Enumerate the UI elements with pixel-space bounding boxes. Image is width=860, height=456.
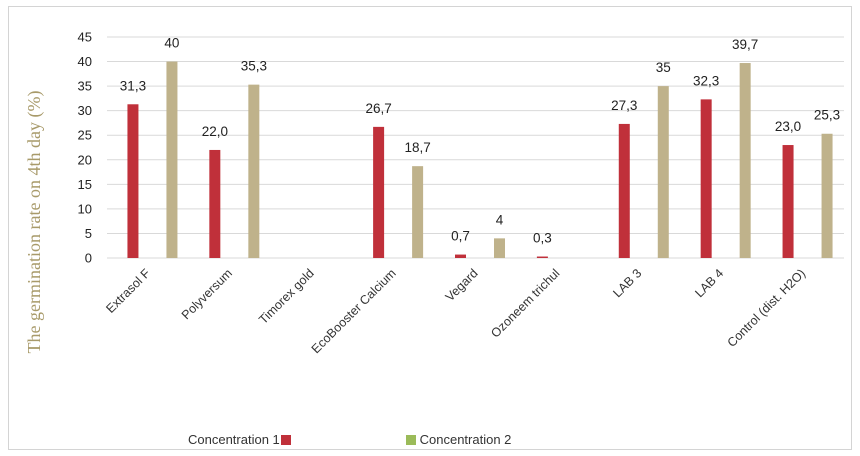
legend-swatch-concentration-1	[280, 435, 291, 445]
legend-item-concentration-1: Concentration 1	[188, 432, 291, 447]
bar-1	[455, 254, 466, 258]
x-tick-label: Control (dist. H2O)	[725, 266, 809, 350]
y-tick-label: 15	[78, 177, 92, 192]
y-axis-ticks: 0 5 10 15 20 25 30 35 40 45	[78, 30, 92, 266]
data-label: 25,3	[814, 108, 840, 123]
data-label: 0,7	[451, 229, 470, 244]
bar-1	[209, 149, 221, 258]
y-tick-label: 25	[78, 128, 92, 143]
data-label: 40	[164, 36, 179, 51]
bar-1	[536, 256, 548, 258]
legend-swatch-concentration-2	[406, 435, 416, 445]
x-tick-label: Extrasol F	[103, 266, 153, 316]
data-label: 23,0	[775, 119, 801, 134]
data-label: 35,3	[241, 59, 267, 74]
x-tick-label: Polyversum	[179, 266, 235, 322]
bar-2	[166, 61, 178, 258]
data-label: 26,7	[365, 101, 391, 116]
y-tick-label: 35	[78, 79, 92, 94]
bar-1	[373, 126, 385, 258]
data-label: 27,3	[611, 98, 637, 113]
data-label: 35	[656, 60, 671, 75]
data-labels: 31,3 22,0 26,7 0,7 0,3 27,3 32,3 23,0 40 35,3 18,7…	[120, 36, 840, 246]
data-label: 0,3	[533, 231, 552, 246]
bar-1	[700, 99, 712, 258]
x-tick-label: Timorex gold	[256, 266, 317, 327]
data-label: 32,3	[693, 73, 719, 88]
y-tick-label: 0	[85, 251, 92, 266]
x-axis-categories: Extrasol F Polyversum Timorex goldEcoBoost…	[103, 266, 808, 356]
legend-item-concentration-2: Concentration 2	[405, 432, 511, 447]
bar-2	[494, 238, 505, 258]
x-tick-label: Vegard	[443, 266, 481, 304]
bars	[127, 61, 833, 259]
legend-label-concentration-1: Concentration 1	[188, 432, 280, 447]
bar-2	[248, 84, 260, 258]
bar-1	[782, 145, 794, 258]
data-label: 39,7	[732, 37, 758, 52]
x-tick-label: LAB 4	[692, 266, 726, 300]
y-tick-label: 45	[78, 30, 92, 45]
y-tick-label: 10	[78, 201, 92, 216]
chart-frame: 0 5 10 15 20 25 30 35 40 45 31,3 22,0 26,7 0,7 0,3 27,…	[8, 6, 852, 450]
data-label: 18,7	[404, 140, 430, 155]
y-tick-label: 5	[85, 226, 92, 241]
x-tick-label: EcoBooster Calcium	[309, 266, 399, 356]
y-tick-label: 30	[78, 103, 92, 118]
data-label: 4	[496, 212, 504, 227]
x-tick-label: Ozoneem trichul	[488, 266, 562, 340]
data-label: 31,3	[120, 78, 146, 93]
bar-2	[821, 133, 833, 258]
bar-2	[412, 166, 424, 258]
x-tick-label: LAB 3	[610, 266, 644, 300]
data-label: 22,0	[202, 124, 228, 139]
bar-chart: 0 5 10 15 20 25 30 35 40 45 31,3 22,0 26,7 0,7 0,3 27,…	[24, 30, 844, 356]
legend-label-concentration-2: Concentration 2	[419, 432, 512, 447]
bar-2	[657, 86, 669, 258]
gridlines	[107, 36, 844, 259]
bar-1	[618, 123, 630, 258]
bar-2	[739, 63, 751, 259]
y-axis-label: The germination rate on 4th day (%)	[24, 91, 45, 354]
y-tick-label: 40	[78, 54, 92, 69]
bar-1	[127, 104, 139, 258]
y-tick-label: 20	[78, 152, 92, 167]
